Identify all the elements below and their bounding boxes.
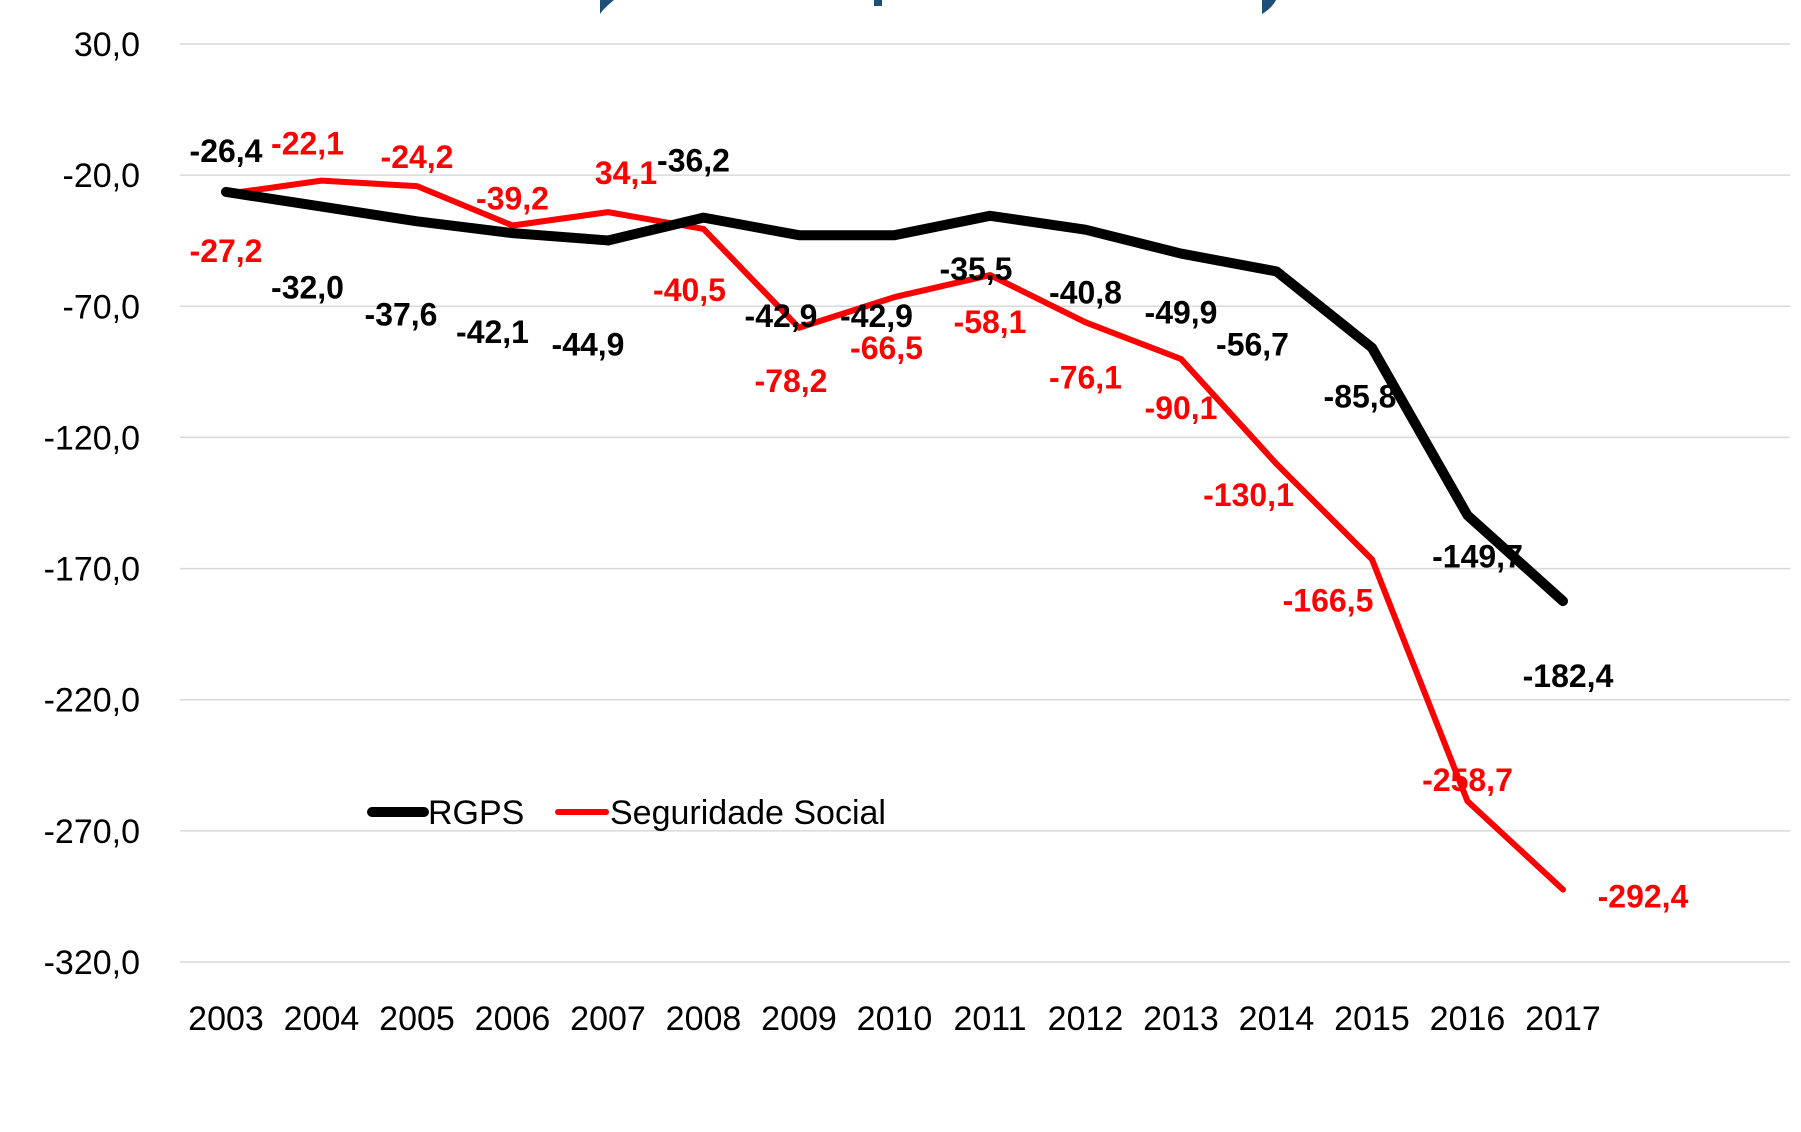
data-label: -27,2 (190, 233, 263, 269)
data-label: -44,9 (552, 326, 625, 362)
data-label: -26,4 (190, 133, 263, 169)
data-label: -49,9 (1145, 295, 1218, 331)
clipped-title-fragment (600, 0, 1276, 14)
data-label: -130,1 (1203, 477, 1294, 513)
data-label: -37,6 (365, 296, 438, 332)
data-label: -182,4 (1523, 658, 1614, 694)
data-label: 34,1 (595, 155, 657, 191)
data-label: -90,1 (1145, 390, 1218, 426)
x-tick-label: 2015 (1334, 1000, 1410, 1038)
x-tick-label: 2011 (953, 1000, 1026, 1038)
x-tick-label: 2007 (570, 1000, 646, 1038)
x-tick-label: 2014 (1239, 1000, 1315, 1038)
x-axis: 2003 2004 2005 2006 2007 2008 2009 2010 2011 2012… (188, 1000, 1601, 1038)
data-label: -58,1 (954, 304, 1027, 340)
x-tick-label: 2003 (188, 1000, 264, 1038)
data-label: -32,0 (271, 270, 344, 306)
y-tick-label: -170,0 (44, 551, 140, 589)
x-tick-label: 2013 (1143, 1000, 1219, 1038)
data-label: -40,5 (653, 272, 726, 308)
data-label: -39,2 (476, 181, 549, 217)
y-tick-label: -220,0 (44, 682, 140, 720)
y-tick-label: 30,0 (74, 26, 140, 64)
gridlines (180, 43, 1790, 963)
data-label: -85,8 (1324, 379, 1397, 415)
x-tick-label: 2006 (475, 1000, 551, 1038)
series-lines (221, 177, 1568, 893)
x-tick-label: 2008 (666, 1000, 742, 1038)
data-label: -42,9 (745, 298, 818, 334)
y-axis: 30,0 -20,0 -70,0 -120,0 -170,0 -220,0 -270,0 -3… (44, 26, 140, 982)
x-tick-label: 2009 (761, 1000, 837, 1038)
x-tick-label: 2004 (284, 1000, 360, 1038)
data-label: -40,8 (1049, 275, 1122, 311)
y-tick-label: -120,0 (44, 419, 140, 457)
data-label: -66,5 (850, 330, 923, 366)
data-label: -22,1 (271, 126, 344, 162)
data-label: -42,1 (456, 314, 529, 350)
y-tick-label: -20,0 (63, 157, 141, 195)
data-label: -166,5 (1283, 582, 1374, 618)
y-tick-label: -320,0 (44, 944, 140, 982)
data-label: -292,4 (1598, 879, 1689, 915)
legend-label-seguridade-social: Seguridade Social (610, 794, 886, 832)
series-line-seguridade-social (223, 177, 1566, 893)
data-label: -36,2 (657, 143, 730, 179)
x-tick-label: 2010 (857, 1000, 933, 1038)
data-label: -24,2 (381, 139, 454, 175)
series-line-rgps (221, 186, 1568, 607)
x-tick-label: 2016 (1430, 1000, 1506, 1038)
data-label: -42,9 (840, 298, 913, 334)
legend: RGPS Seguridade Social (367, 794, 886, 832)
legend-label-rgps: RGPS (428, 794, 524, 832)
data-labels: -26,4 -32,0 -37,6 -42,1 -44,9 -36,2 -42,9 -42,9… (190, 126, 1689, 915)
y-tick-label: -270,0 (44, 813, 140, 851)
data-label: -258,7 (1422, 762, 1513, 798)
data-label: -35,5 (940, 251, 1013, 287)
data-label: -149,7 (1432, 538, 1523, 574)
x-tick-label: 2005 (379, 1000, 455, 1038)
data-label: -78,2 (755, 363, 828, 399)
data-label: -56,7 (1216, 326, 1289, 362)
data-label: -76,1 (1049, 359, 1122, 395)
x-tick-label: 2012 (1048, 1000, 1124, 1038)
y-tick-label: -70,0 (63, 288, 141, 326)
x-tick-label: 2017 (1525, 1000, 1601, 1038)
